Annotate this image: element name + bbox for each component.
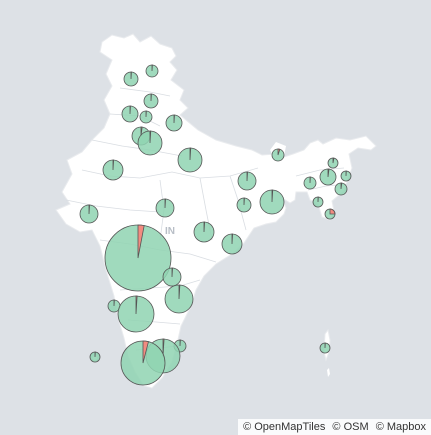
pie-marker[interactable] xyxy=(165,114,183,132)
pie-secondary-slice xyxy=(137,224,145,259)
pie-secondary-slice xyxy=(142,340,149,364)
pie-marker[interactable] xyxy=(327,157,339,169)
attribution-osm-link[interactable]: © OSM xyxy=(332,421,369,433)
pie-secondary-slice xyxy=(327,168,330,178)
pie-marker[interactable] xyxy=(121,105,139,123)
nicobar-islands xyxy=(327,368,330,377)
pie-marker[interactable] xyxy=(164,284,194,314)
map-attribution: © OpenMapTiles © OSM © Mapbox xyxy=(238,419,431,435)
pie-marker[interactable] xyxy=(303,176,317,190)
pie-secondary-slice xyxy=(162,338,165,357)
pie-marker[interactable] xyxy=(123,71,139,87)
pie-secondary-slice xyxy=(178,284,181,300)
pie-marker[interactable] xyxy=(319,168,337,186)
pie-marker[interactable] xyxy=(237,171,257,191)
pie-marker[interactable] xyxy=(120,340,166,386)
pie-secondary-slice xyxy=(129,105,131,115)
pie-marker[interactable] xyxy=(271,148,285,162)
pie-secondary-slice xyxy=(135,295,138,315)
pie-marker[interactable] xyxy=(145,64,159,78)
pie-marker[interactable] xyxy=(143,93,159,109)
pie-secondary-slice xyxy=(271,189,274,203)
country-label: IN xyxy=(165,226,175,237)
pie-marker[interactable] xyxy=(221,233,243,255)
pie-secondary-slice xyxy=(203,221,206,233)
pie-secondary-slice xyxy=(149,130,152,144)
pie-marker[interactable] xyxy=(193,221,215,243)
pie-marker[interactable] xyxy=(334,182,348,196)
pie-secondary-slice xyxy=(112,159,115,171)
pie-secondary-slice xyxy=(332,157,335,164)
pie-secondary-slice xyxy=(173,114,175,124)
pie-marker[interactable] xyxy=(259,189,285,215)
pie-secondary-slice xyxy=(277,148,281,156)
pie-marker[interactable] xyxy=(79,204,99,224)
attribution-openmaptiles-link[interactable]: © OpenMapTiles xyxy=(243,421,326,433)
pie-marker[interactable] xyxy=(340,170,352,182)
pie-marker[interactable] xyxy=(162,267,182,287)
pie-secondary-slice xyxy=(231,233,234,245)
pie-marker[interactable] xyxy=(312,196,324,208)
pie-marker[interactable] xyxy=(89,351,101,363)
attribution-mapbox-link[interactable]: © Mapbox xyxy=(375,421,426,433)
pie-marker[interactable] xyxy=(104,224,172,292)
pie-secondary-slice xyxy=(140,126,143,137)
pie-marker[interactable] xyxy=(319,342,331,354)
pie-marker[interactable] xyxy=(102,159,124,181)
pie-secondary-slice xyxy=(171,267,173,278)
pie-marker[interactable] xyxy=(236,197,252,213)
pie-marker[interactable] xyxy=(139,110,153,124)
pie-secondary-slice xyxy=(189,147,192,161)
pie-marker[interactable] xyxy=(137,130,163,156)
pie-secondary-slice xyxy=(246,171,248,182)
pie-marker[interactable] xyxy=(177,147,203,173)
pie-marker[interactable] xyxy=(324,208,336,220)
pie-secondary-slice xyxy=(329,208,336,215)
pie-secondary-slice xyxy=(164,198,166,209)
pie-markers xyxy=(79,64,352,386)
pie-marker[interactable] xyxy=(155,198,175,218)
pie-secondary-slice xyxy=(340,182,343,190)
pie-secondary-slice xyxy=(88,204,90,215)
pie-marker[interactable] xyxy=(117,295,155,333)
